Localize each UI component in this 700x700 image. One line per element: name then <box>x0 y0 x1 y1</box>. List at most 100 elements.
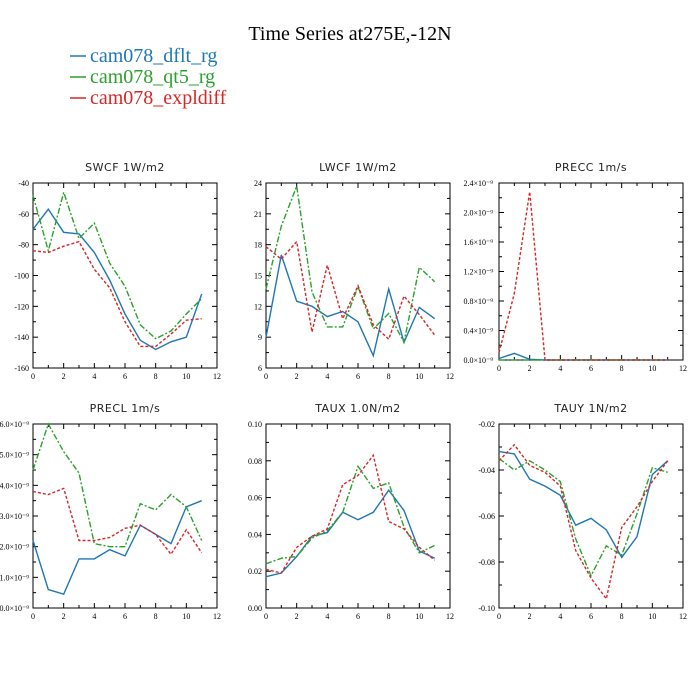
y-tick-label: 0.00 <box>248 604 262 613</box>
series-line <box>32 207 203 351</box>
y-tick-label: 21 <box>254 210 262 219</box>
y-tick-label: 6 <box>258 364 262 373</box>
series-line <box>498 352 668 361</box>
y-tick-label: -160 <box>14 364 29 373</box>
panel-title: PRECC 1m/s <box>555 161 627 174</box>
x-tick-label: 2 <box>528 612 532 621</box>
plot-frame <box>32 423 218 609</box>
y-tick-label: -120 <box>14 302 29 311</box>
y-tick-label: 4.0×10⁻⁹ <box>0 481 29 490</box>
chart-panel: SWCF 1W/m2 0 2 4 6 8 10 12 -160 -140 -120 -100 -80 -6… <box>14 161 221 381</box>
x-tick-label: 4 <box>325 612 329 621</box>
y-tick-label: -40 <box>18 179 29 188</box>
x-tick-label: 10 <box>648 612 656 621</box>
x-tick-label: 0 <box>497 612 501 621</box>
legend: cam078_dflt_rgcam078_qt5_rgcam078_expldi… <box>70 45 227 109</box>
x-tick-label: 12 <box>446 372 454 381</box>
y-tick-label: 2.0×10⁻⁹ <box>0 543 29 552</box>
legend-label: cam078_expldiff <box>90 87 227 109</box>
y-tick-label: -80 <box>18 241 29 250</box>
x-tick-label: 6 <box>589 612 593 621</box>
x-tick-label: 6 <box>356 372 360 381</box>
x-tick-label: 12 <box>679 364 687 373</box>
panel-title: PRECL 1m/s <box>90 402 161 415</box>
x-tick-label: 6 <box>123 612 127 621</box>
y-tick-label: 0.04 <box>248 530 262 539</box>
y-tick-label: -100 <box>14 272 29 281</box>
figure-title: Time Series at275E,-12N <box>248 23 451 45</box>
x-tick-label: 8 <box>387 372 391 381</box>
x-tick-label: 6 <box>589 364 593 373</box>
x-tick-label: 12 <box>679 612 687 621</box>
x-tick-label: 12 <box>213 372 221 381</box>
y-tick-label: 2.4×10⁻⁹ <box>463 179 493 188</box>
x-tick-label: 10 <box>648 364 656 373</box>
chart-panel: PRECC 1m/s 0 2 4 6 8 10 12 0.0×10⁻⁹ 0.4×10⁻⁹ 0.8×1… <box>463 161 687 373</box>
series-line <box>32 240 202 348</box>
x-tick-label: 2 <box>528 364 532 373</box>
series-line <box>32 487 203 556</box>
y-tick-label: 15 <box>254 272 262 281</box>
y-tick-label: 0.4×10⁻⁹ <box>463 327 493 336</box>
plot-frame <box>32 182 218 369</box>
series-line <box>265 254 436 358</box>
chart-panel: PRECL 1m/s 0 2 4 6 8 10 12 0.0×10⁻⁹ 1.0×10⁻⁹ 2.0×1… <box>0 402 221 621</box>
y-tick-label: 0.08 <box>248 457 262 466</box>
y-tick-label: 1.2×10⁻⁹ <box>463 268 493 277</box>
y-tick-label: -0.04 <box>478 466 495 475</box>
plot-frame <box>265 423 451 609</box>
y-tick-label: 18 <box>254 241 262 250</box>
x-tick-label: 2 <box>62 372 66 381</box>
y-tick-label: -0.06 <box>478 512 495 521</box>
y-tick-label: 0.8×10⁻⁹ <box>463 297 493 306</box>
x-tick-label: 8 <box>387 612 391 621</box>
y-tick-label: 6.0×10⁻⁹ <box>0 420 29 429</box>
x-tick-label: 2 <box>62 612 66 621</box>
x-tick-label: 6 <box>123 372 127 381</box>
x-tick-label: 10 <box>415 372 423 381</box>
y-tick-label: 1.6×10⁻⁹ <box>463 238 493 247</box>
y-tick-label: 3.0×10⁻⁹ <box>0 512 29 521</box>
y-tick-label: 12 <box>254 302 262 311</box>
x-tick-label: 12 <box>213 612 221 621</box>
x-tick-label: 8 <box>620 612 624 621</box>
series-line <box>498 450 669 559</box>
x-tick-label: 6 <box>356 612 360 621</box>
x-tick-label: 4 <box>558 364 562 373</box>
series-line <box>265 240 436 341</box>
y-tick-label: 9 <box>258 333 262 342</box>
series-line <box>32 422 203 548</box>
x-tick-label: 2 <box>295 612 299 621</box>
x-tick-label: 4 <box>325 372 329 381</box>
x-tick-label: 0 <box>31 372 35 381</box>
x-tick-label: 4 <box>92 372 96 381</box>
series-line <box>265 453 436 574</box>
series-line <box>498 443 669 601</box>
series-line <box>498 191 668 361</box>
y-tick-label: 1.0×10⁻⁹ <box>0 573 29 582</box>
series-line <box>265 489 435 578</box>
y-tick-label: -60 <box>18 210 29 219</box>
chart-panel: TAUY 1N/m2 0 2 4 6 8 10 12 -0.10 -0.08 -0.06 -0.04 -… <box>478 402 687 621</box>
chart-panel: TAUX 1.0N/m2 0 2 4 6 8 10 12 0.00 0.02 0.04 0.06 0.0… <box>248 402 454 621</box>
x-tick-label: 8 <box>620 364 624 373</box>
chart-panels: SWCF 1W/m20 2 4 6 8 10 12-160-140-120-100-80-6… <box>0 161 687 621</box>
x-tick-label: 12 <box>446 612 454 621</box>
y-tick-label: 5.0×10⁻⁹ <box>0 451 29 460</box>
legend-label: cam078_dflt_rg <box>90 45 217 67</box>
y-tick-label: 24 <box>254 179 262 188</box>
series-line <box>32 500 202 596</box>
plot-frame <box>498 423 684 609</box>
x-tick-label: 2 <box>295 372 299 381</box>
y-tick-label: 0.0×10⁻⁹ <box>0 604 29 613</box>
x-tick-label: 4 <box>558 612 562 621</box>
y-tick-label: 0.10 <box>248 420 262 429</box>
panel-title: TAUX 1.0N/m2 <box>314 402 401 415</box>
series-line <box>265 183 436 345</box>
x-tick-label: 10 <box>182 612 190 621</box>
panel-title: SWCF 1W/m2 <box>85 161 165 174</box>
x-tick-label: 10 <box>182 372 190 381</box>
y-tick-label: 0.02 <box>248 567 262 576</box>
y-tick-label: 2.0×10⁻⁹ <box>463 209 493 218</box>
